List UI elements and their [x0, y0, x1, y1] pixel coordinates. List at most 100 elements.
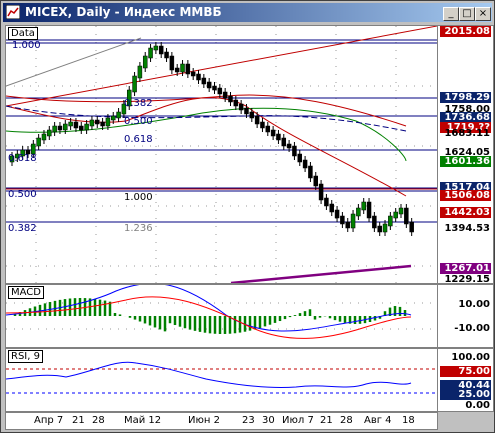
x-tick-4: Май 12 — [124, 415, 162, 426]
price-label-12: 1267.01 — [440, 263, 491, 274]
fib-label-0382-mid: 0.382 — [124, 98, 153, 109]
candle-body — [404, 207, 409, 225]
price-label-6: 1624.05 — [444, 147, 490, 158]
candle-body — [393, 211, 398, 219]
fib-label-0500-left: 0.500 — [8, 189, 37, 200]
x-tick-9: 21 — [320, 415, 333, 426]
candle-body — [73, 121, 79, 129]
candle-body — [382, 223, 388, 233]
fib-label-0500-mid: 0.500 — [124, 116, 153, 127]
candle-body — [190, 71, 196, 77]
candle-body — [361, 201, 366, 211]
candle-body — [126, 89, 132, 107]
candle-body — [398, 207, 404, 215]
price-chart[interactable] — [6, 26, 437, 283]
candle-body — [377, 225, 382, 233]
rsi-label-75: 75.00 — [440, 366, 491, 377]
candle-body — [41, 133, 47, 141]
x-tick-5: Июн 2 — [188, 415, 220, 426]
macd-label-bottom: -10.00 — [454, 323, 490, 334]
candle-body — [350, 213, 356, 229]
rsi-label-100: 100.00 — [451, 352, 490, 363]
price-label-13: 1229.15 — [444, 274, 490, 284]
candle-body — [31, 143, 36, 155]
candle-body — [297, 153, 303, 163]
chart-icon — [6, 5, 20, 19]
pane-label-price: Data — [8, 27, 38, 40]
rsi-pane[interactable]: RSI, 9 — [5, 348, 438, 412]
candle-body — [286, 143, 292, 149]
candle-body — [244, 107, 249, 115]
price-axis: 2015.08 1798.29 1758.00 1736.68 1719.?? … — [437, 25, 494, 284]
candle-body — [89, 119, 95, 127]
macd-pane[interactable]: MACD — [5, 284, 438, 348]
candle-body — [142, 55, 148, 69]
candle-body — [233, 99, 239, 107]
candle-body — [196, 73, 201, 81]
fib-label-0382-left: 0.382 — [8, 223, 37, 234]
candle-body — [20, 149, 25, 157]
price-label-2: 1758.00 — [444, 104, 490, 115]
price-label-4: 1719.?? — [440, 122, 491, 133]
macd-axis: 10.00 -10.00 — [437, 284, 494, 348]
candle-body — [111, 115, 116, 121]
candle-body — [254, 115, 260, 125]
rsi-label-25: 25.00 — [440, 389, 491, 400]
rsi-chart[interactable] — [6, 349, 437, 411]
candle-body — [47, 129, 52, 137]
pane-label-macd: MACD — [8, 286, 44, 299]
x-tick-2: 21 — [72, 415, 85, 426]
price-label-1: 1798.29 — [440, 92, 491, 103]
maximize-button[interactable]: □ — [459, 7, 475, 21]
candle-body — [334, 209, 340, 219]
candle-body — [201, 77, 207, 85]
candle-body — [329, 203, 334, 213]
price-label-9: 1506.08 — [440, 190, 491, 201]
candle-body — [57, 125, 63, 131]
candle-body — [148, 47, 153, 59]
close-button[interactable]: × — [475, 7, 491, 21]
candle-body — [372, 215, 377, 229]
price-label-7: 1601.36 — [440, 156, 491, 167]
price-pane[interactable]: Data — [5, 25, 438, 284]
candle-body — [52, 125, 57, 133]
macd-chart[interactable] — [6, 285, 437, 347]
minimize-button[interactable]: _ — [443, 7, 459, 21]
candle-body — [9, 155, 15, 163]
candle-body — [100, 121, 105, 127]
x-tick-6: 23 — [242, 415, 255, 426]
candle-body — [63, 123, 68, 131]
candle-body — [84, 123, 89, 131]
candle-body — [308, 165, 313, 179]
candle-body — [174, 67, 180, 73]
fib-label-0618-left: 0.618 — [8, 153, 37, 164]
candle-body — [292, 145, 297, 157]
candle-body — [217, 87, 223, 95]
time-axis: Апр 7 21 28 Май 12 Июн 2 23 30 Июл 7 21 … — [5, 412, 438, 430]
rsi-label-40: 40.44 — [440, 380, 491, 391]
candle-body — [153, 45, 159, 51]
candle-body — [105, 117, 111, 127]
fib-label-1000-mid: 1.000 — [124, 192, 153, 203]
title-bar[interactable]: MICEX, Daily - Индекс ММВБ _ □ × — [3, 3, 492, 22]
candle-body — [95, 119, 100, 125]
candle-body — [318, 183, 324, 201]
candle-body — [324, 197, 329, 207]
candle-body — [132, 75, 137, 93]
candle-body — [15, 153, 20, 159]
rsi-label-0: 0.00 — [465, 400, 490, 411]
candle-body — [265, 125, 271, 133]
macd-label-top: 10.00 — [458, 299, 490, 310]
candle-body — [356, 207, 361, 217]
candle-body — [169, 55, 175, 71]
fib-label-0618-mid: 0.618 — [124, 134, 153, 145]
x-tick-1: Апр 7 — [34, 415, 64, 426]
x-tick-8: Июл 7 — [282, 415, 314, 426]
candle-body — [212, 85, 217, 91]
rsi-axis: 100.00 75.00 40.44 25.00 0.00 — [437, 348, 494, 412]
x-tick-3: 28 — [92, 415, 105, 426]
candle-body — [185, 63, 191, 75]
candle-body — [68, 121, 73, 127]
price-label-11: 1394.53 — [444, 223, 490, 234]
x-tick-11: Авг 4 — [364, 415, 392, 426]
